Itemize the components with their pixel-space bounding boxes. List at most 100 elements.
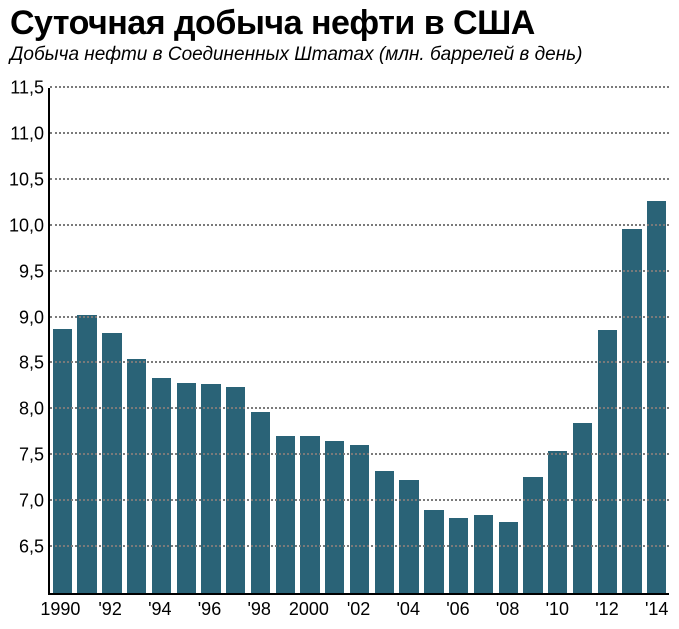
x-label-slot	[470, 595, 495, 625]
gridline: 11,5	[50, 86, 669, 88]
x-axis-labels: 1990 '92 '94 '96 '98 2000 '02 '04 '06 '08 '10 '12 '1…	[48, 595, 669, 625]
x-tick-label: '12	[595, 599, 618, 620]
x-label-slot: '92	[98, 595, 123, 625]
bar	[300, 436, 319, 593]
x-tick-label: '98	[247, 599, 270, 620]
bar	[102, 333, 121, 593]
x-tick-label: '02	[347, 599, 370, 620]
y-tick-label: 8,0	[19, 399, 50, 420]
y-tick-label: 11,5	[10, 78, 50, 99]
y-tick-label: 9,0	[19, 307, 50, 328]
y-tick-label: 10,0	[9, 215, 50, 236]
bar	[201, 384, 220, 593]
bar	[350, 445, 369, 593]
plot: 6,06,57,07,58,08,59,09,510,010,511,011,5	[48, 88, 669, 595]
bar	[499, 522, 518, 593]
bar-slot	[75, 88, 100, 593]
bar	[375, 471, 394, 593]
x-label-slot	[73, 595, 98, 625]
bar-slot	[223, 88, 248, 593]
bars-container	[50, 88, 669, 593]
bar	[424, 510, 443, 593]
bar	[573, 423, 592, 593]
bar-slot	[446, 88, 471, 593]
chart-area: 6,06,57,07,58,08,59,09,510,010,511,011,5…	[0, 88, 679, 625]
bar-slot	[471, 88, 496, 593]
bar	[152, 378, 171, 593]
x-label-slot: '08	[495, 595, 520, 625]
x-label-slot: '14	[644, 595, 669, 625]
bar-slot	[322, 88, 347, 593]
bar-slot	[50, 88, 75, 593]
x-label-slot	[222, 595, 247, 625]
bar	[647, 201, 666, 593]
x-label-slot	[123, 595, 148, 625]
bar	[598, 330, 617, 593]
y-tick-label: 9,5	[19, 261, 50, 282]
x-label-slot	[520, 595, 545, 625]
bar	[53, 329, 72, 593]
bar-slot	[298, 88, 323, 593]
x-label-slot	[321, 595, 346, 625]
x-label-slot: '04	[396, 595, 421, 625]
x-tick-label: '94	[148, 599, 171, 620]
y-tick-label: 10,5	[9, 169, 50, 190]
bar	[177, 383, 196, 593]
x-label-slot	[619, 595, 644, 625]
gridline: 8,0	[50, 407, 669, 409]
bar-slot	[149, 88, 174, 593]
gridline: 8,5	[50, 361, 669, 363]
bar-slot	[372, 88, 397, 593]
bar	[276, 436, 295, 593]
x-tick-label: '04	[397, 599, 420, 620]
bar-slot	[124, 88, 149, 593]
bar	[251, 412, 270, 593]
bar	[127, 359, 146, 593]
gridline: 6,5	[50, 545, 669, 547]
x-label-slot: 2000	[296, 595, 321, 625]
gridline: 10,5	[50, 178, 669, 180]
x-tick-label: '10	[546, 599, 569, 620]
gridline: 7,0	[50, 499, 669, 501]
x-label-slot: 1990	[48, 595, 73, 625]
bar-slot	[570, 88, 595, 593]
bar	[548, 451, 567, 593]
gridline: 10,0	[50, 224, 669, 226]
x-label-slot: '98	[247, 595, 272, 625]
bar	[622, 229, 641, 593]
x-label-slot: '96	[197, 595, 222, 625]
x-tick-label: '14	[645, 599, 668, 620]
bar-slot	[521, 88, 546, 593]
x-tick-label: '92	[98, 599, 121, 620]
page-title: Суточная добыча нефти в США	[0, 0, 679, 42]
x-label-slot: '12	[595, 595, 620, 625]
gridline: 9,5	[50, 270, 669, 272]
x-tick-label: '96	[198, 599, 221, 620]
x-label-slot	[421, 595, 446, 625]
x-label-slot: '94	[147, 595, 172, 625]
bar-slot	[421, 88, 446, 593]
bar-slot	[545, 88, 570, 593]
bar	[449, 518, 468, 593]
bar-slot	[620, 88, 645, 593]
gridline: 11,0	[50, 132, 669, 134]
x-label-slot	[172, 595, 197, 625]
bar-slot	[397, 88, 422, 593]
y-tick-label: 8,5	[19, 353, 50, 374]
y-tick-label: 6,5	[19, 537, 50, 558]
x-label-slot: '02	[346, 595, 371, 625]
bar-slot	[100, 88, 125, 593]
bar-slot	[496, 88, 521, 593]
page-subtitle: Добыча нефти в Соединенных Штатах (млн. …	[0, 42, 679, 66]
x-label-slot: '10	[545, 595, 570, 625]
bar	[226, 387, 245, 593]
bar-slot	[273, 88, 298, 593]
bar-slot	[248, 88, 273, 593]
bar-slot	[199, 88, 224, 593]
bar-slot	[595, 88, 620, 593]
gridline: 9,0	[50, 316, 669, 318]
y-tick-label: 11,0	[10, 123, 50, 144]
bar-slot	[644, 88, 669, 593]
gridline: 7,5	[50, 453, 669, 455]
x-label-slot: '06	[446, 595, 471, 625]
